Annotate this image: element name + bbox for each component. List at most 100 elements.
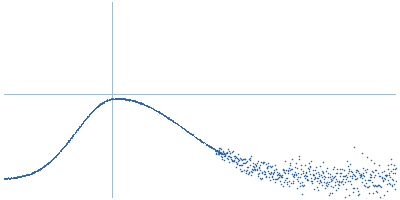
- Point: [216, 151, 222, 154]
- Point: [215, 149, 222, 153]
- Point: [208, 145, 214, 149]
- Point: [46, 160, 53, 163]
- Point: [96, 103, 102, 107]
- Point: [196, 138, 203, 141]
- Point: [317, 164, 323, 167]
- Point: [8, 176, 14, 179]
- Point: [334, 168, 340, 171]
- Point: [85, 114, 91, 117]
- Point: [271, 168, 277, 171]
- Point: [123, 98, 130, 101]
- Point: [69, 135, 75, 138]
- Point: [385, 179, 392, 182]
- Point: [338, 172, 345, 175]
- Point: [370, 184, 376, 187]
- Point: [136, 100, 142, 104]
- Point: [381, 177, 388, 180]
- Point: [10, 176, 16, 179]
- Point: [208, 146, 215, 149]
- Point: [213, 149, 219, 152]
- Point: [365, 185, 371, 188]
- Point: [146, 105, 152, 108]
- Point: [159, 112, 165, 115]
- Point: [56, 151, 62, 154]
- Point: [204, 143, 211, 147]
- Point: [32, 170, 38, 173]
- Point: [190, 134, 197, 137]
- Point: [346, 167, 352, 170]
- Point: [299, 180, 305, 183]
- Point: [360, 171, 366, 175]
- Point: [172, 121, 178, 124]
- Point: [6, 176, 13, 179]
- Point: [346, 170, 352, 173]
- Point: [103, 100, 109, 103]
- Point: [107, 98, 114, 101]
- Point: [55, 151, 62, 154]
- Point: [118, 97, 125, 101]
- Point: [291, 172, 298, 175]
- Point: [362, 185, 368, 188]
- Point: [217, 151, 223, 154]
- Point: [136, 101, 142, 104]
- Point: [104, 98, 111, 101]
- Point: [94, 105, 100, 108]
- Point: [11, 176, 18, 179]
- Point: [124, 98, 130, 101]
- Point: [218, 152, 225, 155]
- Point: [146, 105, 152, 108]
- Point: [156, 111, 163, 114]
- Point: [280, 169, 287, 172]
- Point: [152, 108, 158, 111]
- Point: [101, 100, 108, 103]
- Point: [358, 180, 365, 183]
- Point: [196, 138, 203, 141]
- Point: [63, 141, 70, 145]
- Point: [16, 175, 22, 178]
- Point: [7, 177, 14, 180]
- Point: [34, 168, 41, 172]
- Point: [149, 107, 156, 110]
- Point: [139, 102, 146, 105]
- Point: [95, 103, 101, 107]
- Point: [158, 112, 164, 115]
- Point: [15, 175, 22, 179]
- Point: [1, 177, 8, 180]
- Point: [384, 189, 390, 193]
- Point: [381, 169, 387, 172]
- Point: [350, 187, 356, 190]
- Point: [215, 152, 222, 155]
- Point: [220, 149, 226, 152]
- Point: [85, 114, 92, 117]
- Point: [303, 171, 309, 175]
- Point: [140, 102, 147, 106]
- Point: [163, 114, 169, 118]
- Point: [69, 134, 76, 137]
- Point: [14, 175, 20, 178]
- Point: [282, 176, 289, 179]
- Point: [37, 167, 44, 170]
- Point: [300, 185, 306, 188]
- Point: [131, 99, 137, 102]
- Point: [148, 107, 155, 110]
- Point: [206, 144, 212, 147]
- Point: [126, 98, 132, 101]
- Point: [138, 102, 144, 105]
- Point: [83, 117, 90, 121]
- Point: [200, 140, 206, 144]
- Point: [28, 172, 34, 175]
- Point: [62, 143, 68, 147]
- Point: [361, 175, 368, 178]
- Point: [50, 156, 56, 160]
- Point: [72, 130, 79, 133]
- Point: [363, 171, 370, 174]
- Point: [121, 97, 128, 101]
- Point: [346, 194, 352, 197]
- Point: [266, 172, 272, 175]
- Point: [184, 130, 191, 133]
- Point: [236, 164, 242, 167]
- Point: [21, 173, 28, 177]
- Point: [322, 187, 328, 190]
- Point: [342, 195, 348, 198]
- Point: [144, 104, 150, 108]
